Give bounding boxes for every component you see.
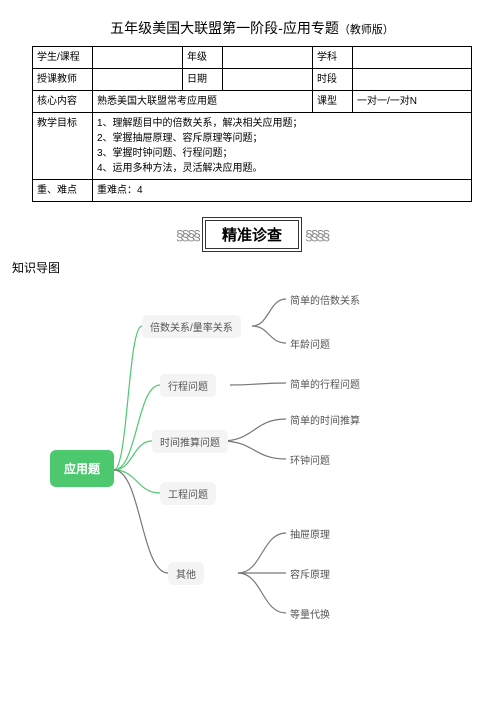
cell: 授课教师 <box>33 69 93 91</box>
mindmap-leaf: 等量代换 <box>290 606 330 621</box>
cell: 日期 <box>183 69 223 91</box>
cell: 学科 <box>313 47 353 69</box>
mindmap-branch: 倍数关系/量率关系 <box>142 315 241 338</box>
goal-line: 1、理解题目中的倍数关系，解决相关应用题； <box>97 116 467 131</box>
cell <box>223 69 313 91</box>
cell <box>223 47 313 69</box>
info-table: 学生/课程 年级 学科 授课教师 日期 时段 核心内容 熟悉美国大联盟常考应用题… <box>32 46 472 202</box>
mindmap-root: 应用题 <box>50 450 114 487</box>
mindmap-leaf: 抽屉原理 <box>290 526 330 541</box>
banner-deco-left: §§§§ <box>176 227 199 243</box>
mindmap-branch: 行程问题 <box>160 374 216 397</box>
cell: 核心内容 <box>33 91 93 113</box>
mindmap-leaf: 容斥原理 <box>290 566 330 581</box>
cell: 一对一/一对N <box>353 91 472 113</box>
cell: 学生/课程 <box>33 47 93 69</box>
section-banner: §§§§ 精准诊查 §§§§ <box>32 220 472 249</box>
goal-line: 4、运用多种方法，灵活解决应用题。 <box>97 161 467 176</box>
title-main: 五年级美国大联盟第一阶段-应用专题 <box>110 20 339 36</box>
cell: 教学目标 <box>33 113 93 180</box>
cell: 重、难点 <box>33 180 93 202</box>
banner-deco-right: §§§§ <box>305 227 328 243</box>
cell: 熟悉美国大联盟常考应用题 <box>93 91 313 113</box>
mindmap-branch: 其他 <box>168 562 204 585</box>
cell: 课型 <box>313 91 353 113</box>
mindmap-leaf: 环钟问题 <box>290 452 330 467</box>
mindmap-diagram: 应用题 倍数关系/量率关系 简单的倍数关系年龄问题行程问题 简单的行程问题时间推算问题… <box>32 280 472 640</box>
section-label: 知识导图 <box>12 259 472 276</box>
mindmap-leaf: 简单的倍数关系 <box>290 292 360 307</box>
mindmap-branch: 时间推算问题 <box>152 430 228 453</box>
mindmap-branch: 工程问题 <box>160 482 216 505</box>
goal-line: 2、掌握抽屉原理、容斥原理等问题； <box>97 131 467 146</box>
mindmap-leaf: 简单的时间推算 <box>290 412 360 427</box>
cell: 重难点：4 <box>93 180 472 202</box>
banner-text: 精准诊查 <box>205 220 299 249</box>
cell <box>353 69 472 91</box>
cell <box>93 47 183 69</box>
cell <box>93 69 183 91</box>
mindmap-leaf: 年龄问题 <box>290 336 330 351</box>
title-sub: （教师版） <box>339 24 394 36</box>
cell: 时段 <box>313 69 353 91</box>
cell <box>353 47 472 69</box>
mindmap-leaf: 简单的行程问题 <box>290 376 360 391</box>
cell: 年级 <box>183 47 223 69</box>
goal-line: 3、掌握时钟问题、行程问题； <box>97 146 467 161</box>
page-title: 五年级美国大联盟第一阶段-应用专题（教师版） <box>32 18 472 38</box>
cell-goals: 1、理解题目中的倍数关系，解决相关应用题； 2、掌握抽屉原理、容斥原理等问题； … <box>93 113 472 180</box>
